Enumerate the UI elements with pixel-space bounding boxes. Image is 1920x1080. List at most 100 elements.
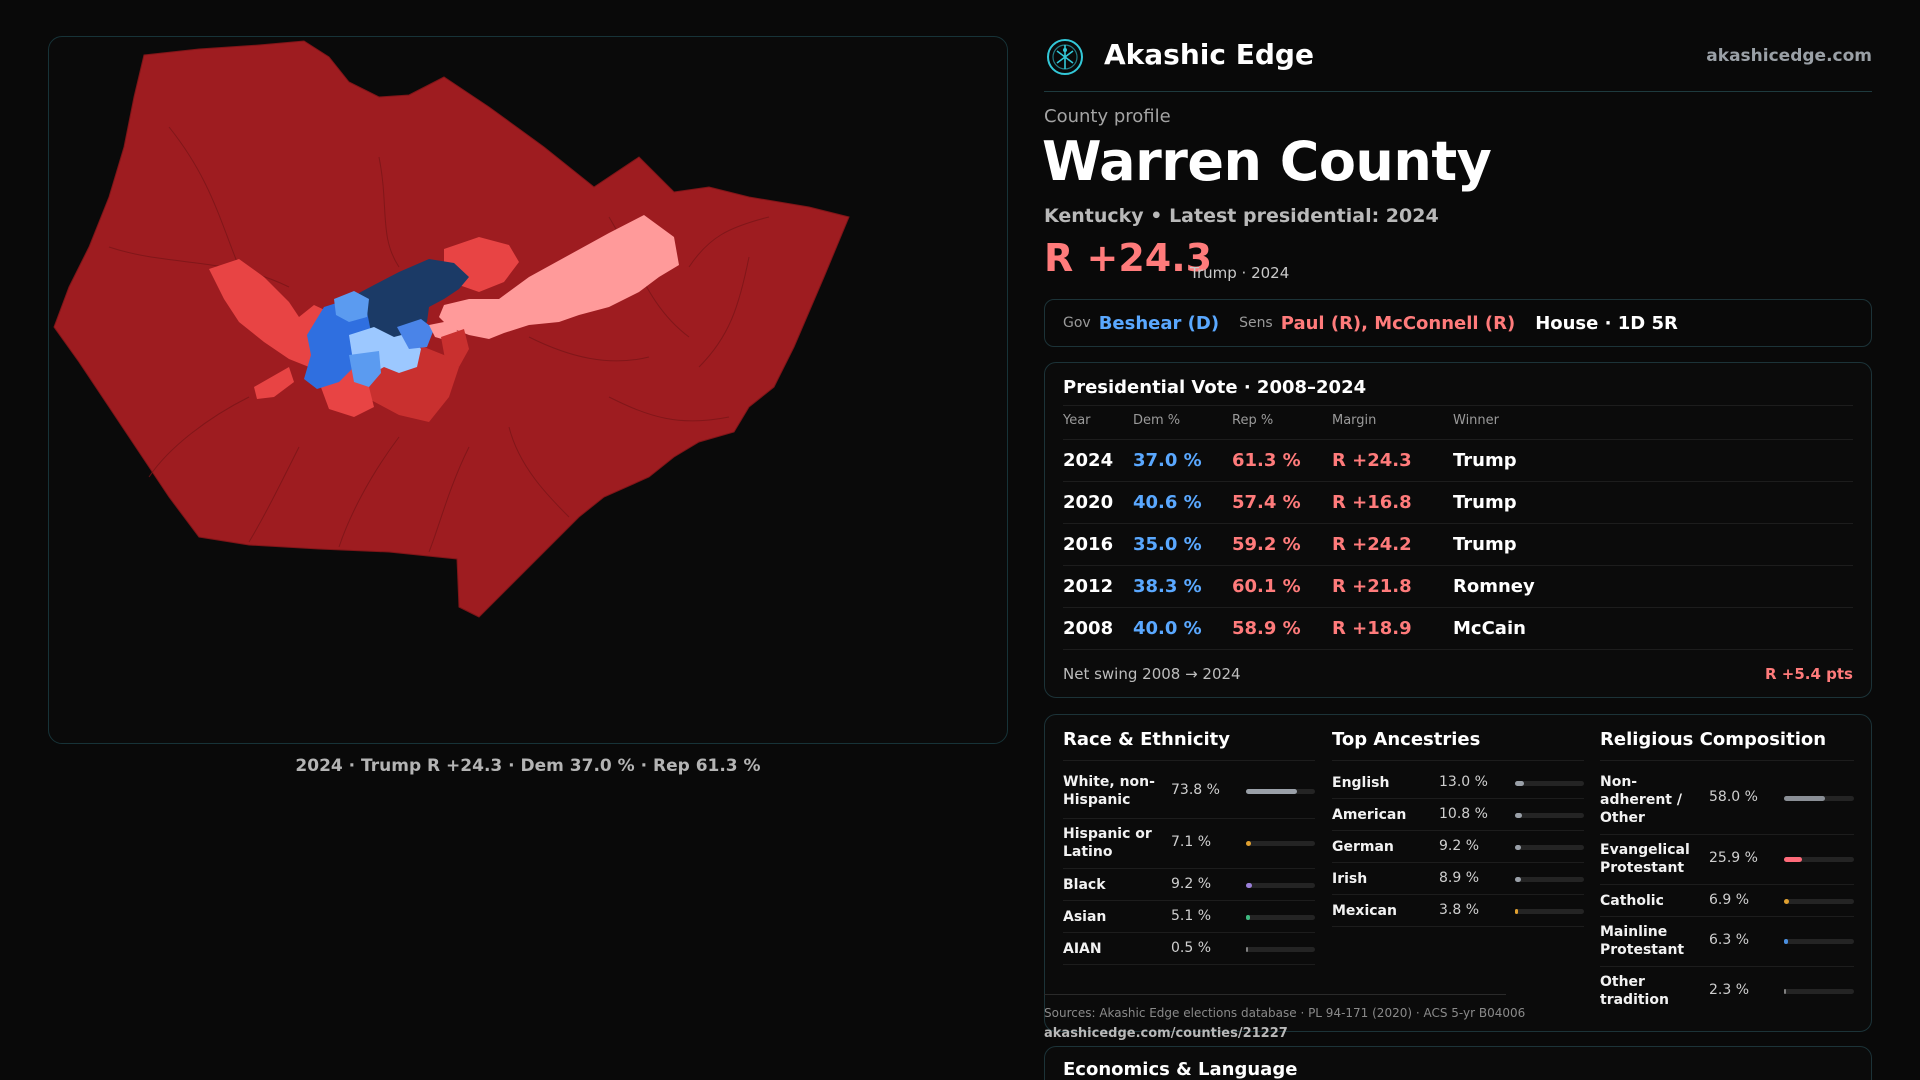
religion-value: 58.0 % <box>1709 789 1758 805</box>
religion-value: 6.9 % <box>1709 892 1750 908</box>
table-row[interactable]: 2008 40.0 % 58.9 % R +18.9 McCain <box>1063 608 1853 650</box>
sens-value: Paul (R), McConnell (R) <box>1280 312 1516 334</box>
ancestry-bar <box>1515 781 1584 786</box>
race-value: 5.1 % <box>1171 908 1212 924</box>
gov-key: Gov <box>1063 315 1091 331</box>
col-header-year: Year <box>1063 413 1091 428</box>
religion-bar <box>1784 939 1854 944</box>
religion-divider <box>1600 760 1854 761</box>
list-item[interactable]: Non-adherent / Other 58.0 % <box>1600 767 1854 835</box>
row-rep: 60.1 % <box>1232 576 1301 597</box>
list-item[interactable]: White, non-Hispanic 73.8 % <box>1063 767 1315 819</box>
table-row[interactable]: 2024 37.0 % 61.3 % R +24.3 Trump <box>1063 440 1853 482</box>
list-item[interactable]: Hispanic or Latino 7.1 % <box>1063 819 1315 869</box>
row-margin: R +24.3 <box>1332 450 1412 471</box>
col-header-winner: Winner <box>1453 413 1500 428</box>
religion-value: 2.3 % <box>1709 982 1750 998</box>
ancestry-value: 9.2 % <box>1439 838 1480 854</box>
net-swing-value: R +5.4 pts <box>1765 665 1853 683</box>
row-year: 2008 <box>1063 618 1114 639</box>
precinct-west-lobe[interactable] <box>209 259 331 367</box>
row-dem: 40.0 % <box>1133 618 1202 639</box>
officials-bar: Gov Beshear (D) Sens Paul (R), McConnell… <box>1044 299 1872 347</box>
row-dem: 37.0 % <box>1133 450 1202 471</box>
list-item[interactable]: Mexican 3.8 % <box>1332 895 1584 927</box>
list-item[interactable]: AIAN 0.5 % <box>1063 933 1315 965</box>
row-rep: 61.3 % <box>1232 450 1301 471</box>
ancestry-divider <box>1332 760 1584 761</box>
ancestry-bar-fill <box>1515 845 1522 850</box>
row-margin: R +16.8 <box>1332 492 1412 513</box>
list-item[interactable]: Catholic 6.9 % <box>1600 885 1854 917</box>
row-dem: 38.3 % <box>1133 576 1202 597</box>
race-bar-fill <box>1246 841 1251 846</box>
precinct-pale-corridor[interactable] <box>439 215 679 339</box>
row-year: 2020 <box>1063 492 1114 513</box>
race-label: Black <box>1063 877 1106 893</box>
race-bar <box>1246 841 1315 846</box>
precinct-blue-east[interactable] <box>397 319 434 349</box>
header-divider-line <box>1063 439 1853 440</box>
religion-bar-fill <box>1784 796 1825 801</box>
religion-bar <box>1784 989 1854 994</box>
row-dem: 40.6 % <box>1133 492 1202 513</box>
race-bar <box>1246 915 1315 920</box>
ancestry-bar-fill <box>1515 781 1524 786</box>
religion-title: Religious Composition <box>1600 729 1827 750</box>
sens-key: Sens <box>1239 315 1273 331</box>
akashic-edge-logo-icon[interactable] <box>1046 38 1084 76</box>
presidential-title-divider <box>1063 405 1853 406</box>
table-row[interactable]: 2012 38.3 % 60.1 % R +21.8 Romney <box>1063 566 1853 608</box>
sources-text: Sources: Akashic Edge elections database… <box>1044 1006 1526 1020</box>
religion-value: 25.9 % <box>1709 850 1758 866</box>
precinct-sw-sliver[interactable] <box>254 367 294 399</box>
list-item[interactable]: Evangelical Protestant 25.9 % <box>1600 835 1854 885</box>
precinct-map[interactable] <box>49 37 1008 744</box>
precinct-light-blue-north[interactable] <box>334 291 369 322</box>
list-item[interactable]: Irish 8.9 % <box>1332 863 1584 895</box>
religion-bar <box>1784 857 1854 862</box>
col-header-dem: Dem % <box>1133 413 1181 428</box>
sources-url-link[interactable]: akashicedge.com/counties/21227 <box>1044 1026 1288 1041</box>
row-rep: 59.2 % <box>1232 534 1301 555</box>
brand-url-link[interactable]: akashicedge.com <box>1706 46 1872 66</box>
religion-value: 6.3 % <box>1709 932 1750 948</box>
table-row[interactable]: 2016 35.0 % 59.2 % R +24.2 Trump <box>1063 524 1853 566</box>
page-title: Warren County <box>1042 130 1492 193</box>
ancestry-label: Irish <box>1332 871 1368 887</box>
race-ethnicity-section: Race & Ethnicity White, non-Hispanic 73.… <box>1063 729 1315 965</box>
ancestry-value: 10.8 % <box>1439 806 1488 822</box>
list-item[interactable]: German 9.2 % <box>1332 831 1584 863</box>
race-label: AIAN <box>1063 941 1102 957</box>
brand-name[interactable]: Akashic Edge <box>1104 38 1314 71</box>
economics-panel: Economics & Language <box>1044 1046 1872 1080</box>
list-item[interactable]: Other tradition 2.3 % <box>1600 967 1854 1017</box>
ancestry-label: American <box>1332 807 1407 823</box>
row-margin: R +24.2 <box>1332 534 1412 555</box>
precinct-blue-south[interactable] <box>349 351 381 387</box>
row-winner: Trump <box>1453 492 1517 513</box>
race-value: 0.5 % <box>1171 940 1212 956</box>
sources-divider <box>1044 994 1506 995</box>
ancestry-bar-fill <box>1515 909 1518 914</box>
religion-bar-fill <box>1784 857 1803 862</box>
ancestry-bar-fill <box>1515 877 1522 882</box>
precinct-dark-blue-core[interactable] <box>349 259 469 342</box>
list-item[interactable]: English 13.0 % <box>1332 767 1584 799</box>
county-map-panel[interactable] <box>48 36 1008 744</box>
presidential-title: Presidential Vote · 2008–2024 <box>1063 377 1367 398</box>
row-rep: 57.4 % <box>1232 492 1301 513</box>
list-item[interactable]: Mainline Protestant 6.3 % <box>1600 917 1854 967</box>
race-bar-fill <box>1246 883 1253 888</box>
race-value: 9.2 % <box>1171 876 1212 892</box>
ancestry-bar-fill <box>1515 813 1523 818</box>
row-winner: Trump <box>1453 534 1517 555</box>
list-item[interactable]: Black 9.2 % <box>1063 869 1315 901</box>
list-item[interactable]: American 10.8 % <box>1332 799 1584 831</box>
list-item[interactable]: Asian 5.1 % <box>1063 901 1315 933</box>
table-row[interactable]: 2020 40.6 % 57.4 % R +16.8 Trump <box>1063 482 1853 524</box>
row-winner: Trump <box>1453 450 1517 471</box>
precinct-red-east-core[interactable] <box>441 329 469 367</box>
ancestry-label: Mexican <box>1332 903 1397 919</box>
religion-label: Evangelical Protestant <box>1600 842 1690 876</box>
